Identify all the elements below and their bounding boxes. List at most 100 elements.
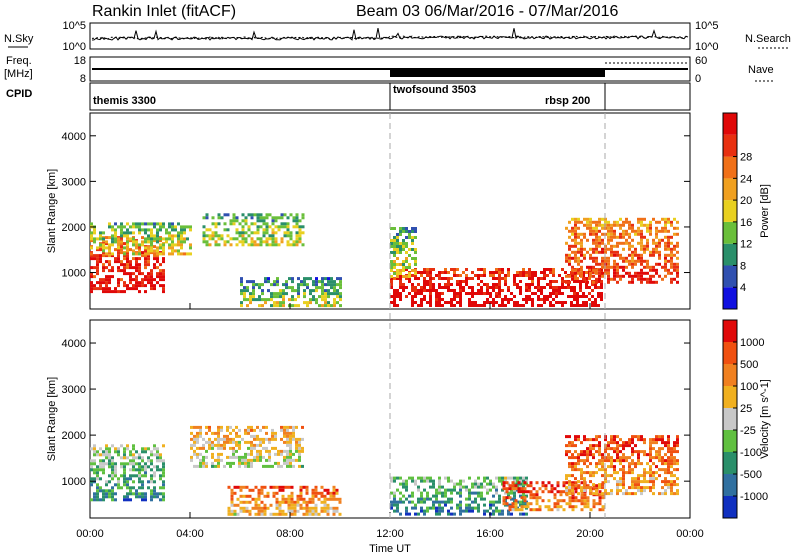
data-cell — [594, 283, 597, 286]
data-cell — [141, 251, 144, 255]
data-cell — [643, 235, 646, 239]
data-cell — [508, 496, 512, 500]
data-cell — [625, 441, 628, 445]
data-cell — [262, 216, 266, 220]
data-cell — [232, 446, 235, 450]
data-cell — [105, 278, 108, 282]
data-cell — [278, 500, 282, 504]
data-cell — [141, 278, 144, 282]
data-cell — [595, 250, 598, 254]
data-cell — [245, 485, 249, 489]
data-cell — [138, 474, 141, 478]
data-cell — [150, 234, 153, 238]
data-cell — [616, 253, 619, 257]
data-cell — [637, 232, 640, 236]
data-cell — [402, 239, 405, 242]
data-cell — [601, 265, 604, 269]
data-cell — [585, 283, 588, 286]
data-cell — [664, 229, 667, 233]
data-cell — [637, 459, 640, 463]
data-cell — [314, 494, 318, 498]
data-cell — [250, 446, 253, 450]
data-cell — [120, 456, 123, 460]
data-cell — [339, 277, 342, 281]
data-cell — [628, 441, 631, 445]
data-cell — [165, 237, 168, 241]
data-cell — [239, 488, 243, 492]
data-cell — [601, 474, 604, 478]
data-cell — [559, 493, 563, 497]
data-cell — [580, 241, 583, 245]
freq-units-label: [MHz] — [4, 68, 33, 80]
data-cell — [531, 274, 534, 277]
data-cell — [286, 461, 289, 465]
data-cell — [411, 269, 414, 272]
data-cell — [96, 453, 99, 457]
data-cell — [595, 238, 598, 242]
data-cell — [402, 260, 405, 263]
data-cell — [571, 508, 575, 512]
data-cell — [235, 228, 239, 232]
data-cell — [323, 497, 327, 501]
data-cell — [676, 265, 679, 269]
data-cell — [229, 222, 233, 226]
data-cell — [468, 304, 471, 307]
data-cell — [579, 295, 582, 298]
data-cell — [423, 298, 426, 301]
data-cell — [123, 234, 126, 238]
data-cell — [661, 492, 664, 496]
data-cell — [399, 248, 402, 251]
data-cell — [673, 232, 676, 236]
data-cell — [600, 268, 603, 271]
data-cell — [607, 444, 610, 448]
data-cell — [667, 220, 670, 224]
data-cell — [610, 232, 613, 236]
data-cell — [637, 241, 640, 245]
data-cell — [582, 292, 585, 295]
data-cell — [202, 458, 205, 462]
data-cell — [507, 274, 510, 277]
data-cell — [223, 243, 227, 247]
data-cell — [610, 247, 613, 251]
data-cell — [522, 268, 525, 271]
data-cell — [492, 286, 495, 289]
beam-date-title: Beam 03 06/Mar/2016 - 07/Mar/2016 — [356, 3, 618, 20]
data-cell — [634, 486, 637, 490]
data-cell — [255, 298, 258, 302]
data-cell — [592, 280, 595, 284]
x-tick-label: 00:00 — [676, 528, 704, 540]
data-cell — [205, 240, 209, 244]
data-cell — [516, 476, 519, 480]
data-cell — [453, 298, 456, 301]
data-cell — [230, 509, 234, 513]
data-cell — [582, 274, 585, 277]
data-cell — [649, 480, 652, 484]
data-cell — [531, 301, 534, 304]
data-cell — [262, 228, 266, 232]
data-cell — [538, 487, 542, 491]
data-cell — [598, 271, 601, 275]
data-cell — [390, 479, 393, 483]
data-cell — [259, 449, 262, 453]
data-cell — [619, 223, 622, 227]
data-cell — [444, 476, 447, 480]
data-cell — [132, 447, 135, 451]
data-cell — [516, 479, 519, 483]
data-cell — [99, 477, 102, 481]
data-cell — [580, 493, 584, 497]
data-cell — [289, 213, 293, 217]
data-cell — [265, 425, 268, 429]
data-cell — [631, 438, 634, 442]
data-cell — [429, 292, 432, 295]
data-cell — [271, 240, 275, 244]
data-cell — [208, 425, 211, 429]
data-cell — [111, 492, 114, 496]
data-cell — [577, 456, 580, 460]
data-cell — [459, 500, 462, 504]
data-cell — [126, 495, 129, 499]
data-cell — [495, 295, 498, 298]
data-cell — [232, 213, 236, 217]
data-cell — [655, 226, 658, 230]
data-cell — [492, 271, 495, 274]
data-cell — [108, 447, 111, 451]
